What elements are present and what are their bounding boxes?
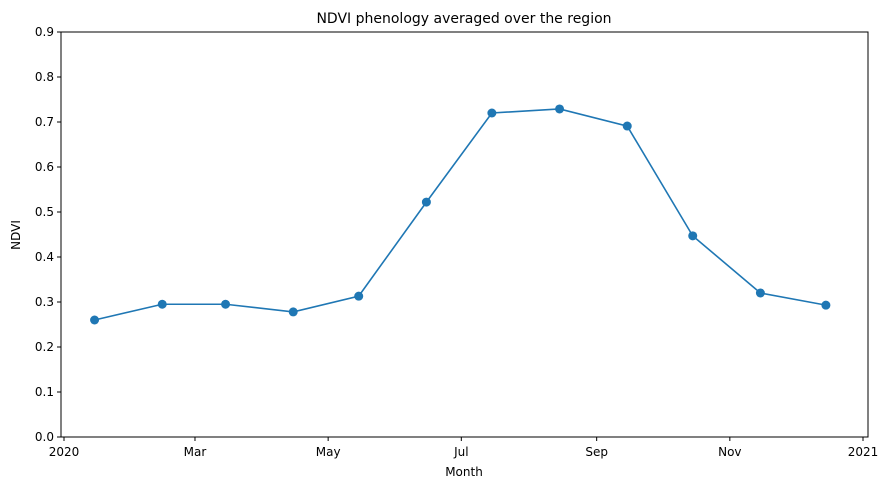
y-tick-label: 0.2 xyxy=(35,340,54,354)
x-tick-label: May xyxy=(316,445,341,459)
y-tick-label: 0.7 xyxy=(35,115,54,129)
data-point xyxy=(487,108,497,118)
data-point xyxy=(221,299,231,309)
data-point xyxy=(354,291,364,301)
x-tick-label: Mar xyxy=(184,445,207,459)
plot-frame xyxy=(60,31,869,438)
y-tick-label: 0.6 xyxy=(35,160,54,174)
y-axis-label: NDVI xyxy=(9,220,23,250)
data-point xyxy=(555,104,565,114)
y-tick-label: 0.9 xyxy=(35,25,54,39)
y-tick-label: 0.1 xyxy=(35,385,54,399)
data-point xyxy=(288,307,298,317)
x-axis-label: Month xyxy=(445,465,483,479)
y-axis-ticks: 0.0 0.1 0.2 0.3 0.4 0.5 0.6 0.7 0.8 0.9 xyxy=(35,25,61,444)
y-tick-label: 0.0 xyxy=(35,430,54,444)
y-tick-label: 0.8 xyxy=(35,70,54,84)
x-tick-label: 2020 xyxy=(49,445,80,459)
x-tick-label: Nov xyxy=(718,445,741,459)
data-point xyxy=(421,197,431,207)
data-point xyxy=(821,300,831,310)
y-tick-label: 0.4 xyxy=(35,250,54,264)
x-tick-label: Jul xyxy=(453,445,468,459)
data-point xyxy=(622,121,632,131)
y-tick-label: 0.5 xyxy=(35,205,54,219)
chart-title: NDVI phenology averaged over the region xyxy=(316,11,611,27)
data-point xyxy=(90,315,100,325)
ndvi-markers xyxy=(90,104,831,325)
x-axis-ticks: 2020 Mar May Jul Sep Nov 2021 xyxy=(49,437,879,459)
ndvi-line xyxy=(94,108,827,321)
data-point xyxy=(688,231,698,241)
x-tick-label: Sep xyxy=(585,445,608,459)
y-tick-label: 0.3 xyxy=(35,295,54,309)
data-point xyxy=(157,299,167,309)
x-tick-label: 2021 xyxy=(848,445,879,459)
data-point xyxy=(755,288,765,298)
